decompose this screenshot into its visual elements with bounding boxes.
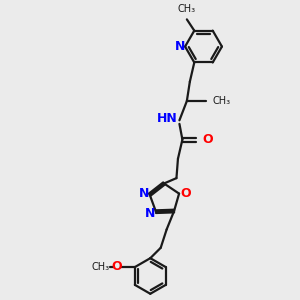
Text: CH₃: CH₃ <box>213 96 231 106</box>
Text: HN: HN <box>157 112 178 125</box>
Text: O: O <box>112 260 122 273</box>
Text: N: N <box>175 40 185 53</box>
Text: CH₃: CH₃ <box>92 262 110 272</box>
Text: O: O <box>180 187 191 200</box>
Text: N: N <box>139 187 149 200</box>
Text: O: O <box>202 133 213 146</box>
Text: N: N <box>145 207 155 220</box>
Text: CH₃: CH₃ <box>178 4 196 14</box>
